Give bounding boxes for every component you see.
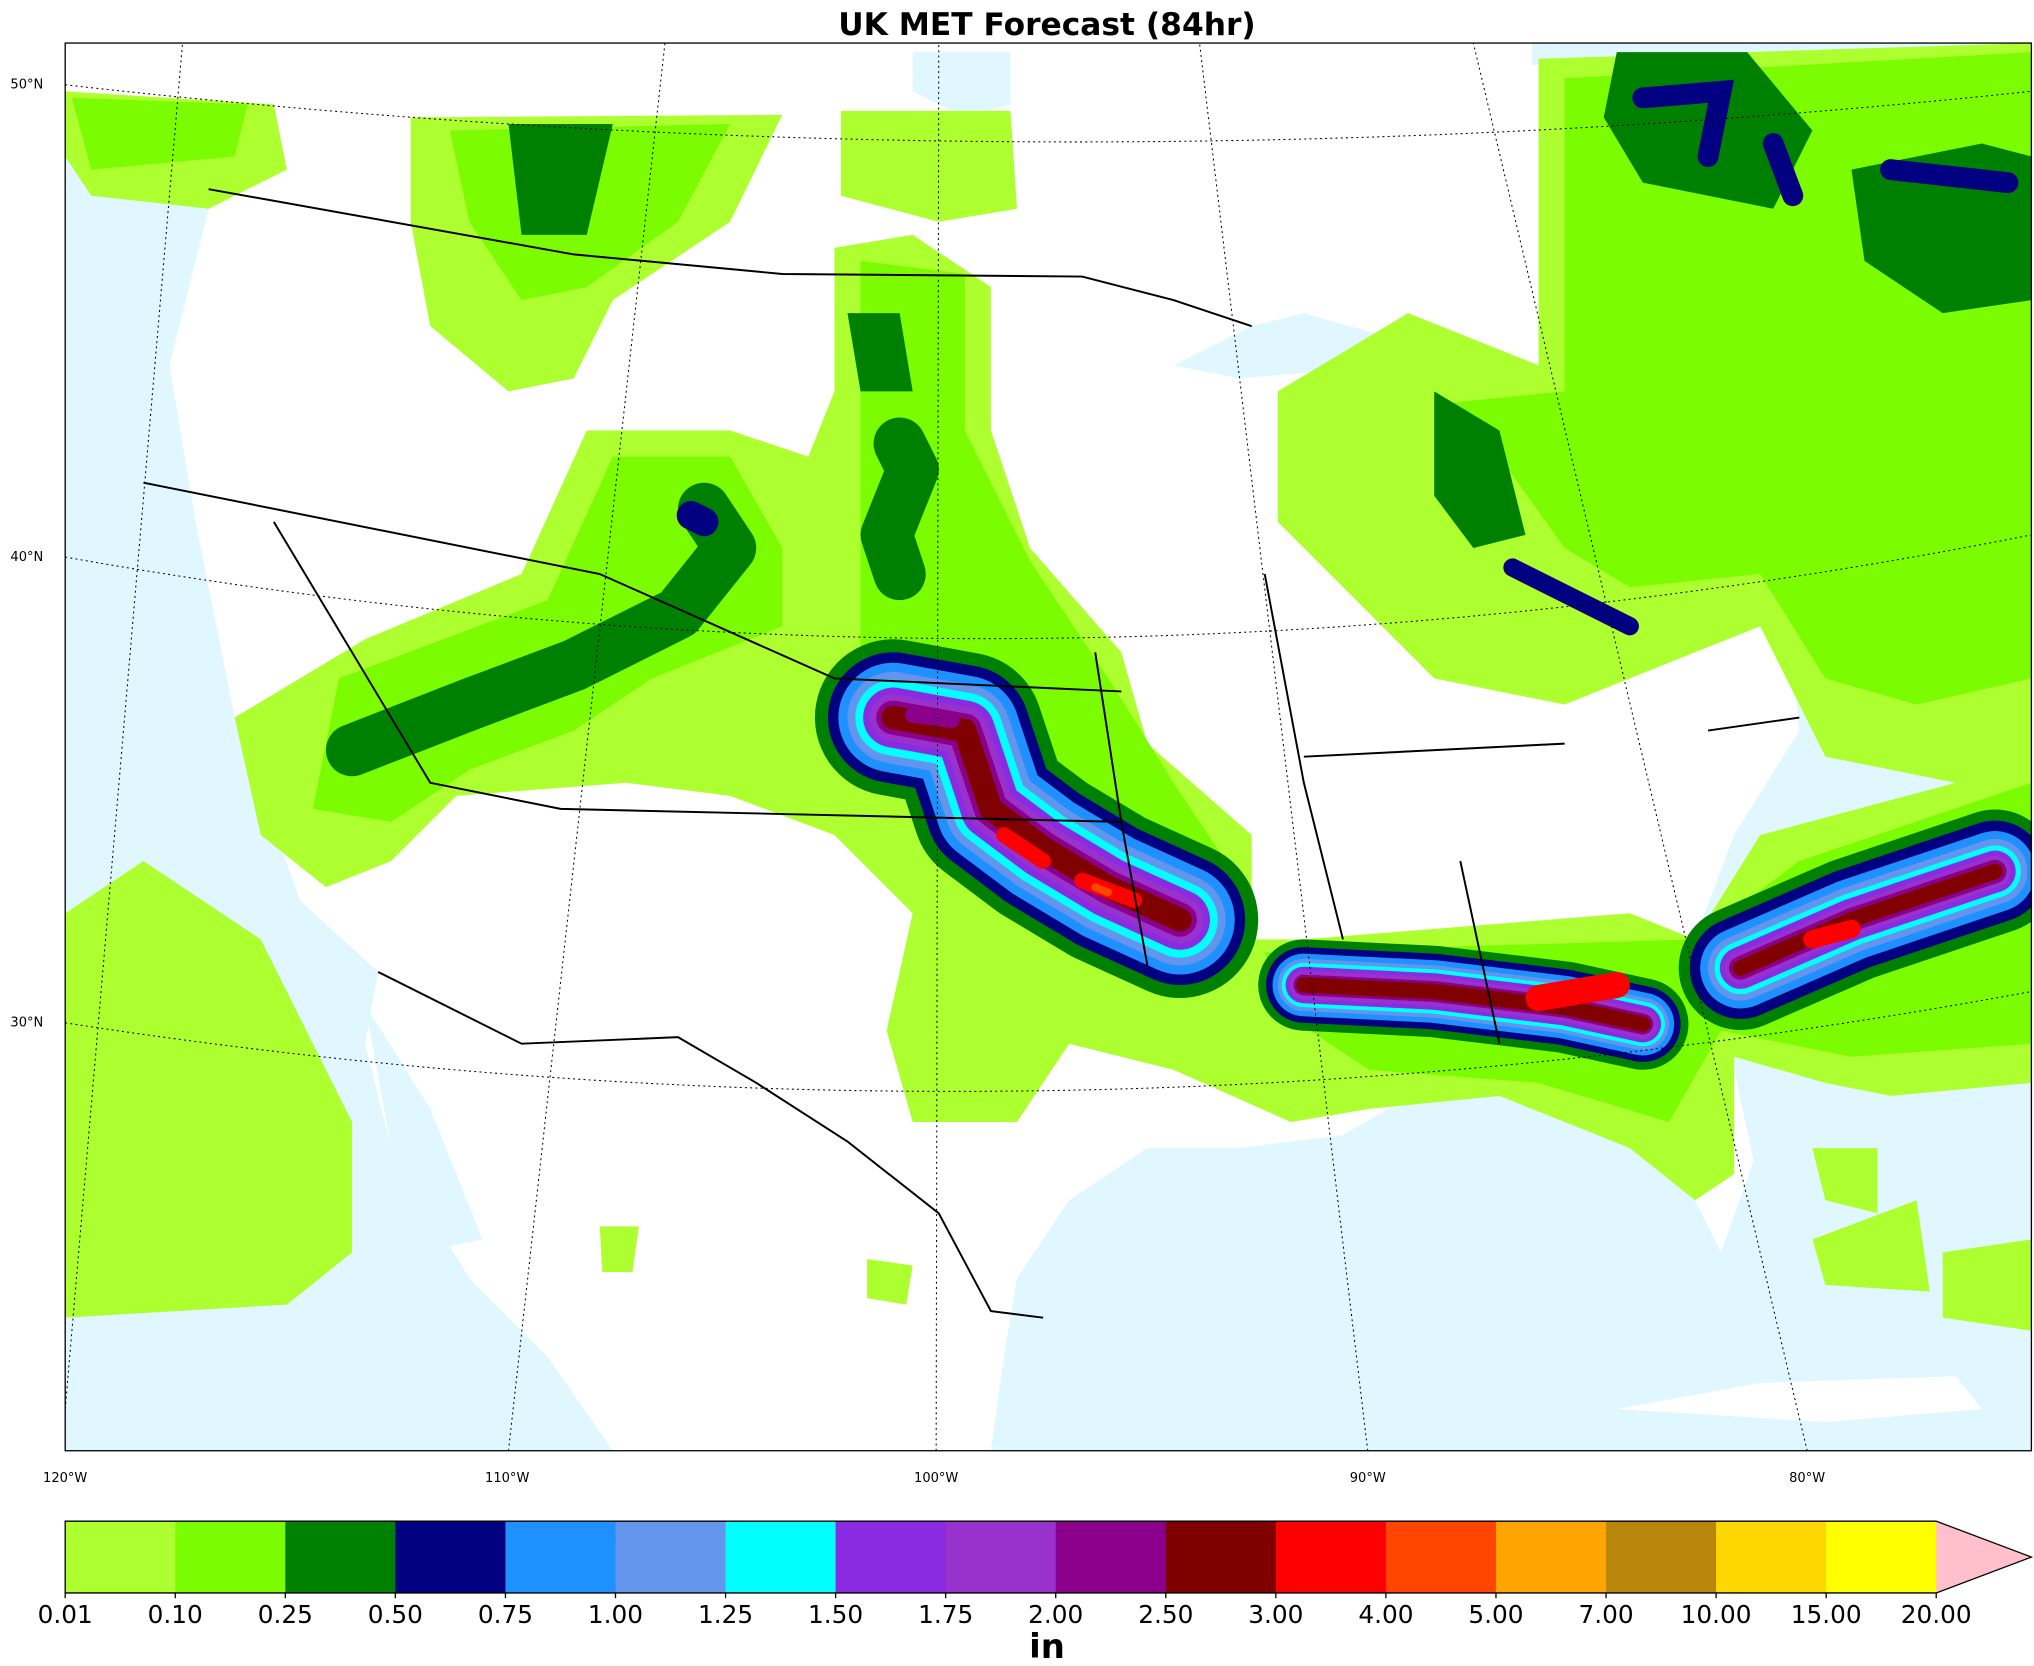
colorbar-label: 0.75 xyxy=(478,1600,533,1629)
precip-swath xyxy=(1503,558,1639,636)
colorbar-segment xyxy=(725,1521,837,1593)
map-area xyxy=(65,43,2032,1451)
colorbar-label: 1.25 xyxy=(698,1600,753,1629)
lon-label: 90°W xyxy=(1350,1471,1386,1486)
colorbar-segment xyxy=(1495,1521,1607,1593)
colorbar-segment xyxy=(395,1521,506,1593)
colorbar-label: 3.00 xyxy=(1248,1600,1303,1629)
colorbar-segment xyxy=(835,1521,947,1593)
baja-gulf xyxy=(365,1004,483,1246)
colorbar-segment xyxy=(285,1521,396,1593)
colorbar-label: 1.00 xyxy=(588,1600,643,1629)
colorbar-label: 2.00 xyxy=(1028,1600,1083,1629)
colorbar-label: 2.50 xyxy=(1138,1600,1193,1629)
precip-swath xyxy=(860,417,939,601)
colorbar-segment xyxy=(1606,1521,1717,1593)
axis-labels: 50°N 40°N 30°N 120°W 110°W 100°W 90°W 80°W xyxy=(10,78,1825,1486)
colorbar-unit: in xyxy=(1029,1627,1065,1666)
colorbar-label: 20.00 xyxy=(1901,1600,1972,1629)
lon-label: 120°W xyxy=(43,1471,87,1486)
precip-area xyxy=(508,52,2032,548)
lon-label: 80°W xyxy=(1789,1471,1825,1486)
lat-label: 40°N xyxy=(10,550,43,565)
colorbar-label: 4.00 xyxy=(1358,1600,1413,1629)
colorbar-label: 0.01 xyxy=(38,1600,93,1629)
colorbar-segment xyxy=(945,1521,1057,1593)
heavy-bands xyxy=(814,639,2032,1070)
colorbar-segment xyxy=(1165,1521,1277,1593)
precip-swath xyxy=(1632,79,2019,207)
colorbar-label: 1.50 xyxy=(808,1600,863,1629)
colorbar-outline xyxy=(64,1520,2034,1594)
colorbar-label: 10.00 xyxy=(1681,1600,1752,1629)
borders xyxy=(143,188,1800,1319)
graticule xyxy=(65,43,2032,1451)
colorbar-label: 5.00 xyxy=(1468,1600,1523,1629)
precip-swath xyxy=(325,482,757,777)
precip-core xyxy=(1803,919,1861,949)
colorbar-segment xyxy=(1275,1521,1387,1593)
lon-label: 100°W xyxy=(914,1471,958,1486)
lat-label: 50°N xyxy=(10,78,43,93)
colorbar-extend xyxy=(1936,1521,2032,1593)
precip-area xyxy=(71,52,2032,1122)
colorbar-segment xyxy=(1385,1521,1497,1593)
map-frame xyxy=(64,42,2033,1452)
precip-band xyxy=(1296,977,1651,1032)
colorbar-label: 0.50 xyxy=(368,1600,423,1629)
precip-core xyxy=(904,707,960,728)
colorbar: 0.01 0.10 0.25 0.50 0.75 1.00 1.25 1.50 1.75 2.00… xyxy=(38,1520,2034,1629)
precip-swath xyxy=(676,500,719,537)
colorbar-label: 0.25 xyxy=(258,1600,313,1629)
precip-core xyxy=(1091,883,1113,897)
colorbar-label: 15.00 xyxy=(1791,1600,1862,1629)
colorbar-label: 7.00 xyxy=(1578,1600,1633,1629)
colorbar-segment xyxy=(1716,1521,1827,1593)
colorbar-segment xyxy=(1826,1521,1937,1593)
colorbar-segment xyxy=(65,1521,176,1593)
colorbar-segment xyxy=(175,1521,286,1593)
colorbar-segment xyxy=(505,1521,616,1593)
lat-label: 30°N xyxy=(10,1016,43,1031)
title: UK MET Forecast (84hr) xyxy=(838,7,1256,43)
colorbar-label: 0.10 xyxy=(148,1600,203,1629)
lon-label: 110°W xyxy=(485,1471,529,1486)
precip-core xyxy=(996,827,1051,869)
colorbar-segment xyxy=(1055,1521,1167,1593)
colorbar-segment xyxy=(615,1521,726,1593)
colorbar-label: 1.75 xyxy=(918,1600,973,1629)
precip-core xyxy=(1525,971,1630,1012)
